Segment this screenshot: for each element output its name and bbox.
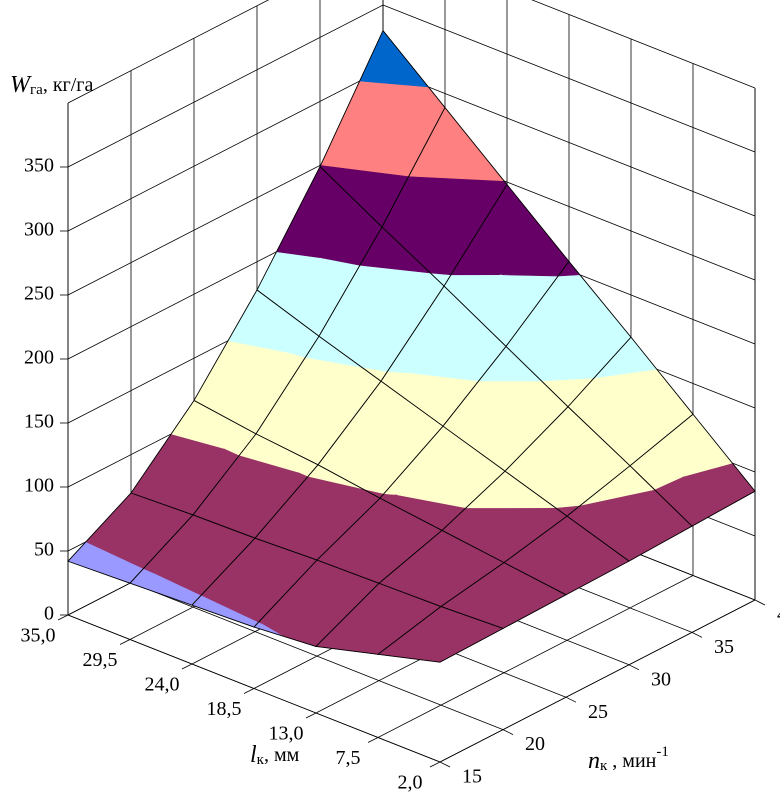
y-tick-label: 20 bbox=[525, 733, 545, 755]
x-axis-title: lк, мм bbox=[250, 742, 300, 769]
surface-cell bbox=[129, 514, 256, 606]
x-tick bbox=[181, 663, 193, 670]
surface-cell bbox=[192, 433, 319, 539]
x-tick bbox=[429, 761, 441, 768]
surface-cell bbox=[256, 165, 383, 337]
x-tick bbox=[305, 712, 317, 719]
y-tick bbox=[502, 729, 514, 735]
z-tick-label: 50 bbox=[34, 539, 54, 561]
x-tick-label: 29,5 bbox=[83, 649, 118, 671]
x-tick-label: 24,0 bbox=[145, 674, 180, 696]
surface-cell bbox=[253, 559, 380, 647]
y-tick bbox=[754, 599, 766, 606]
z-tick-label: 300 bbox=[24, 219, 54, 241]
z-axis-title: Wга, кг/га bbox=[10, 72, 93, 99]
y-superscript: -1 bbox=[656, 744, 669, 760]
surface-cell bbox=[565, 465, 694, 562]
x-tick bbox=[57, 614, 69, 621]
surface bbox=[67, 29, 756, 663]
left-wall-grid bbox=[67, 68, 384, 232]
y-tick bbox=[439, 761, 451, 768]
surface-cell bbox=[67, 492, 194, 584]
surface-cell bbox=[318, 226, 445, 382]
y-tick bbox=[628, 664, 640, 671]
surface-mesh bbox=[376, 606, 505, 663]
surface-cell bbox=[191, 537, 318, 628]
labels: 0 50 100 150 200 250 300 350 15 20 25 30 35 40 35,0 29,… bbox=[21, 155, 780, 794]
y-tick-label: 15 bbox=[462, 766, 482, 788]
y-symbol: n bbox=[588, 748, 600, 774]
box-edge bbox=[439, 599, 756, 763]
x-tick-label: 18,5 bbox=[207, 698, 242, 720]
x-tick-label: 7,5 bbox=[336, 747, 361, 769]
box-edge bbox=[67, 0, 270, 104]
box-edge bbox=[531, 0, 756, 89]
y-unit: , мин bbox=[607, 750, 656, 772]
y-tick-label: 35 bbox=[714, 636, 734, 658]
z-unit: , кг/га bbox=[43, 74, 94, 96]
surface-cell bbox=[381, 106, 508, 287]
z-symbol: W bbox=[10, 72, 32, 98]
x-unit: , мм bbox=[264, 744, 300, 766]
z-tick-label: 150 bbox=[24, 411, 54, 433]
y-tick-label: 40 bbox=[777, 604, 780, 626]
z-tick-label: 0 bbox=[44, 603, 54, 625]
z-tick-label: 350 bbox=[24, 155, 54, 177]
box-edge bbox=[67, 614, 441, 763]
z-tick-label: 200 bbox=[24, 347, 54, 369]
z-tick-label: 250 bbox=[24, 283, 54, 305]
left-wall-grid bbox=[67, 4, 384, 168]
y-tick-label: 25 bbox=[588, 701, 608, 723]
surface-cell bbox=[193, 289, 320, 435]
surface-cell bbox=[319, 29, 446, 228]
x-symbol: l bbox=[250, 742, 257, 768]
surface-cell bbox=[380, 285, 507, 427]
surface-cell bbox=[130, 399, 257, 516]
y-axis-title: nк , мин-1 bbox=[588, 744, 669, 774]
y-subscript: к bbox=[600, 758, 608, 774]
y-tick-label: 30 bbox=[651, 668, 671, 690]
x-tick bbox=[367, 737, 379, 743]
surface-cell bbox=[376, 606, 505, 663]
x-tick-label: 13,0 bbox=[269, 723, 304, 745]
x-tick-label: 2,0 bbox=[398, 772, 423, 794]
z-tick-label: 100 bbox=[24, 475, 54, 497]
x-subscript: к bbox=[257, 752, 265, 768]
floor-grid bbox=[377, 575, 694, 738]
z-subscript: га bbox=[30, 82, 43, 98]
y-tick bbox=[565, 696, 577, 703]
y-tick bbox=[691, 632, 703, 638]
x-tick bbox=[243, 688, 255, 694]
x-tick bbox=[119, 639, 131, 645]
x-tick-label: 35,0 bbox=[21, 625, 56, 647]
